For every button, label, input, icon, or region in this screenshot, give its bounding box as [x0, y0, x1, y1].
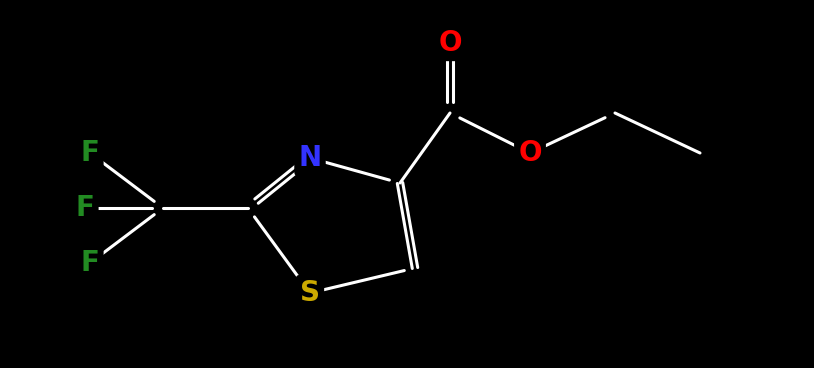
Text: F: F — [81, 139, 99, 167]
Text: O: O — [519, 139, 542, 167]
Text: F: F — [76, 194, 94, 222]
Text: S: S — [300, 279, 320, 307]
Text: F: F — [81, 249, 99, 277]
Text: N: N — [299, 144, 322, 172]
Text: O: O — [438, 29, 462, 57]
